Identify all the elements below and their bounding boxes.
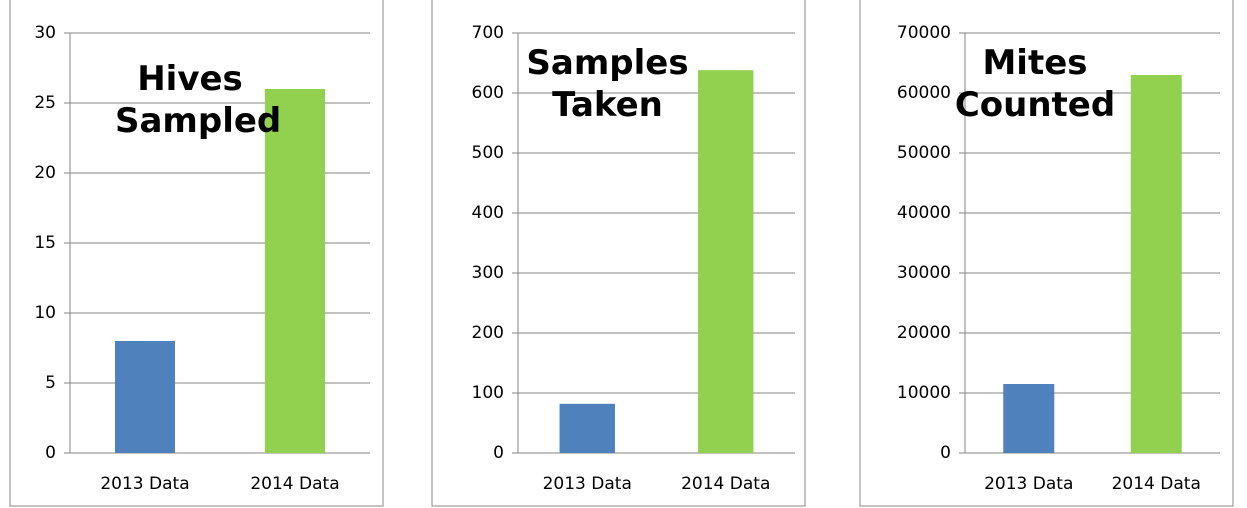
chart-title: Hives Sampled (115, 59, 282, 141)
bar (115, 341, 175, 453)
y-tick-label: 300 (472, 263, 504, 283)
panel (859, 0, 1234, 507)
y-tick-label: 40000 (897, 203, 951, 223)
y-tick-label: 0 (493, 443, 504, 463)
y-tick-label: 700 (472, 23, 504, 43)
panel (431, 0, 806, 507)
x-tick-label: 2014 Data (250, 474, 339, 494)
x-tick-label: 2013 Data (100, 474, 189, 494)
y-tick-label: 0 (940, 443, 951, 463)
bar (265, 89, 325, 453)
y-tick-label: 100 (472, 383, 504, 403)
y-tick-label: 20 (34, 163, 56, 183)
y-tick-label: 10000 (897, 383, 951, 403)
y-tick-label: 0 (45, 443, 56, 463)
y-tick-label: 25 (34, 93, 56, 113)
y-tick-label: 10 (34, 303, 56, 323)
y-tick-label: 30000 (897, 263, 951, 283)
y-tick-label: 30 (34, 23, 56, 43)
y-tick-label: 5 (45, 373, 56, 393)
panel (9, 0, 384, 507)
y-tick-label: 200 (472, 323, 504, 343)
y-tick-label: 15 (34, 233, 56, 253)
bar (1003, 384, 1055, 453)
bar (1130, 75, 1182, 453)
y-tick-label: 70000 (897, 23, 951, 43)
chart-title: Samples Taken (526, 43, 689, 125)
x-tick-label: 2013 Data (984, 474, 1073, 494)
y-tick-label: 500 (472, 143, 504, 163)
x-tick-label: 2014 Data (1112, 474, 1201, 494)
y-tick-label: 600 (472, 83, 504, 103)
y-tick-label: 400 (472, 203, 504, 223)
bar (698, 70, 754, 453)
x-tick-label: 2014 Data (681, 474, 770, 494)
chart-title: Mites Counted (954, 43, 1116, 125)
y-tick-label: 60000 (897, 83, 951, 103)
y-tick-label: 20000 (897, 323, 951, 343)
bar (559, 403, 615, 453)
y-tick-label: 50000 (897, 143, 951, 163)
x-tick-label: 2013 Data (543, 474, 632, 494)
